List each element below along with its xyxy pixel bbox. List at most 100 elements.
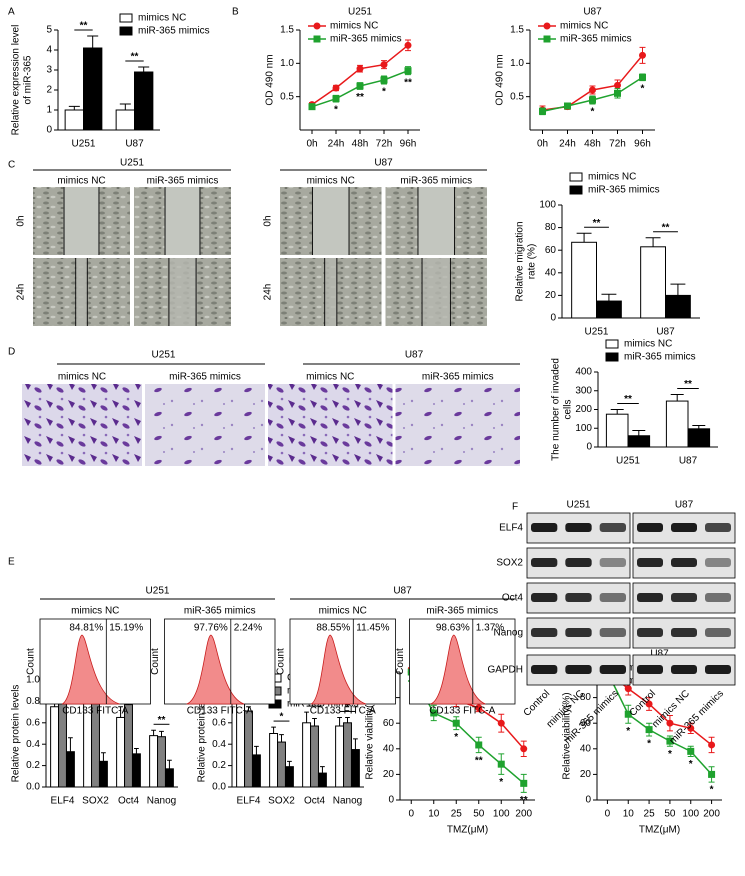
point [645, 700, 653, 708]
y-tick-label: 1.0 [280, 58, 294, 69]
point [380, 61, 388, 69]
blot-band [531, 523, 558, 532]
point [614, 81, 621, 89]
legend-label: mimics NC [560, 21, 608, 32]
x-tick-label: 72h [609, 139, 626, 150]
y-axis-label: Relative protein levels [197, 685, 208, 783]
x-tick-label: 0h [537, 139, 548, 150]
blot-band [565, 628, 592, 637]
bar [665, 400, 689, 448]
bar [665, 294, 691, 319]
significance-label: ** [404, 77, 412, 88]
legend-swatch [569, 185, 583, 195]
column-header: miR-365 mimics [147, 176, 219, 187]
y-tick-label: 0.2 [212, 760, 226, 771]
x-tick-label: Oct4 [304, 796, 326, 807]
error-bar [304, 711, 309, 723]
legend-marker [543, 22, 551, 30]
flow-x-label: CD133 FITC-A [310, 706, 376, 717]
wound-gap [165, 187, 200, 255]
blot-band [705, 523, 731, 532]
x-tick-label: 25 [451, 809, 463, 820]
x-tick-label: U251 [585, 327, 609, 338]
x-tick-label: U87 [679, 456, 698, 467]
flow-x-label: CD133 FITC-A [429, 706, 495, 717]
point [332, 95, 340, 103]
error-bar [68, 105, 80, 110]
bar [164, 768, 174, 788]
error-bar [279, 734, 284, 743]
point [639, 51, 646, 59]
flow-y-label: Count [276, 648, 287, 675]
blot-band [671, 665, 697, 674]
x-tick-label: Nanog [333, 796, 362, 807]
point [589, 96, 596, 104]
point [708, 741, 716, 749]
y-tick-label: 60 [383, 718, 395, 729]
y-tick-label: 1 [46, 105, 52, 116]
legend-label: mimics NC [138, 13, 186, 24]
point [475, 741, 483, 749]
y-tick-label: 0 [388, 795, 394, 806]
blot-band [637, 523, 663, 532]
y-axis-label: Relative migration [515, 221, 526, 301]
gate-percent: 98.63% [436, 623, 470, 634]
bar [277, 741, 286, 788]
error-bar [101, 752, 106, 762]
row-label: 0h [263, 215, 274, 226]
x-tick-label: U87 [125, 139, 144, 150]
legend-swatch [569, 172, 583, 182]
bar [310, 725, 319, 788]
x-tick-label: Nanog [147, 796, 176, 807]
protein-label: SOX2 [496, 558, 523, 569]
column-header: miR-365 mimics [422, 372, 494, 383]
significance-label: * [280, 712, 284, 723]
point [497, 760, 505, 768]
error-bar [576, 232, 592, 243]
bar [317, 772, 327, 788]
point [356, 65, 364, 73]
gate-percent: 97.76% [194, 623, 228, 634]
error-bar [118, 706, 123, 718]
error-bar [287, 760, 292, 767]
y-tick-label: 0.6 [26, 717, 40, 728]
error-bar [670, 283, 686, 296]
x-tick-label: ELF4 [51, 796, 75, 807]
column-header: mimics NC [306, 372, 354, 383]
x-tick-label: 200 [703, 809, 720, 820]
legend-label: mimics NC [588, 172, 636, 183]
x-axis-label: TMZ(μM) [639, 825, 680, 836]
blot-band [565, 523, 592, 532]
blot-band [705, 628, 731, 637]
error-bar [167, 759, 172, 769]
point [308, 103, 316, 111]
x-tick-label: Oct4 [118, 796, 140, 807]
micrograph [22, 384, 142, 466]
protein-label: Nanog [494, 628, 523, 639]
significance-label: * [334, 105, 338, 116]
group-header: U87 [405, 350, 424, 361]
significance-label: ** [131, 52, 139, 63]
x-tick-label: 0h [306, 139, 317, 150]
x-tick-label: U87 [656, 327, 675, 338]
blot-band [599, 628, 626, 637]
gate-percent: 2.24% [234, 623, 262, 634]
blot-band [637, 558, 663, 567]
y-axis-label: Relative expression level [11, 25, 22, 136]
error-bar [353, 738, 358, 750]
flow-y-label: Count [26, 648, 37, 675]
blot-band [705, 665, 731, 674]
blot-band [705, 558, 731, 567]
blot-band [531, 628, 558, 637]
y-tick-label: 0.0 [212, 782, 226, 793]
point [520, 779, 528, 787]
y-axis-label: Relative viability(%) [562, 692, 573, 779]
y-tick-label: 40 [545, 267, 557, 278]
x-tick-label: 200 [515, 809, 532, 820]
point [624, 685, 632, 693]
y-tick-label: 4 [46, 45, 52, 56]
y-tick-label: 1.5 [510, 25, 524, 36]
protein-label: ELF4 [499, 523, 523, 534]
point [687, 747, 695, 755]
